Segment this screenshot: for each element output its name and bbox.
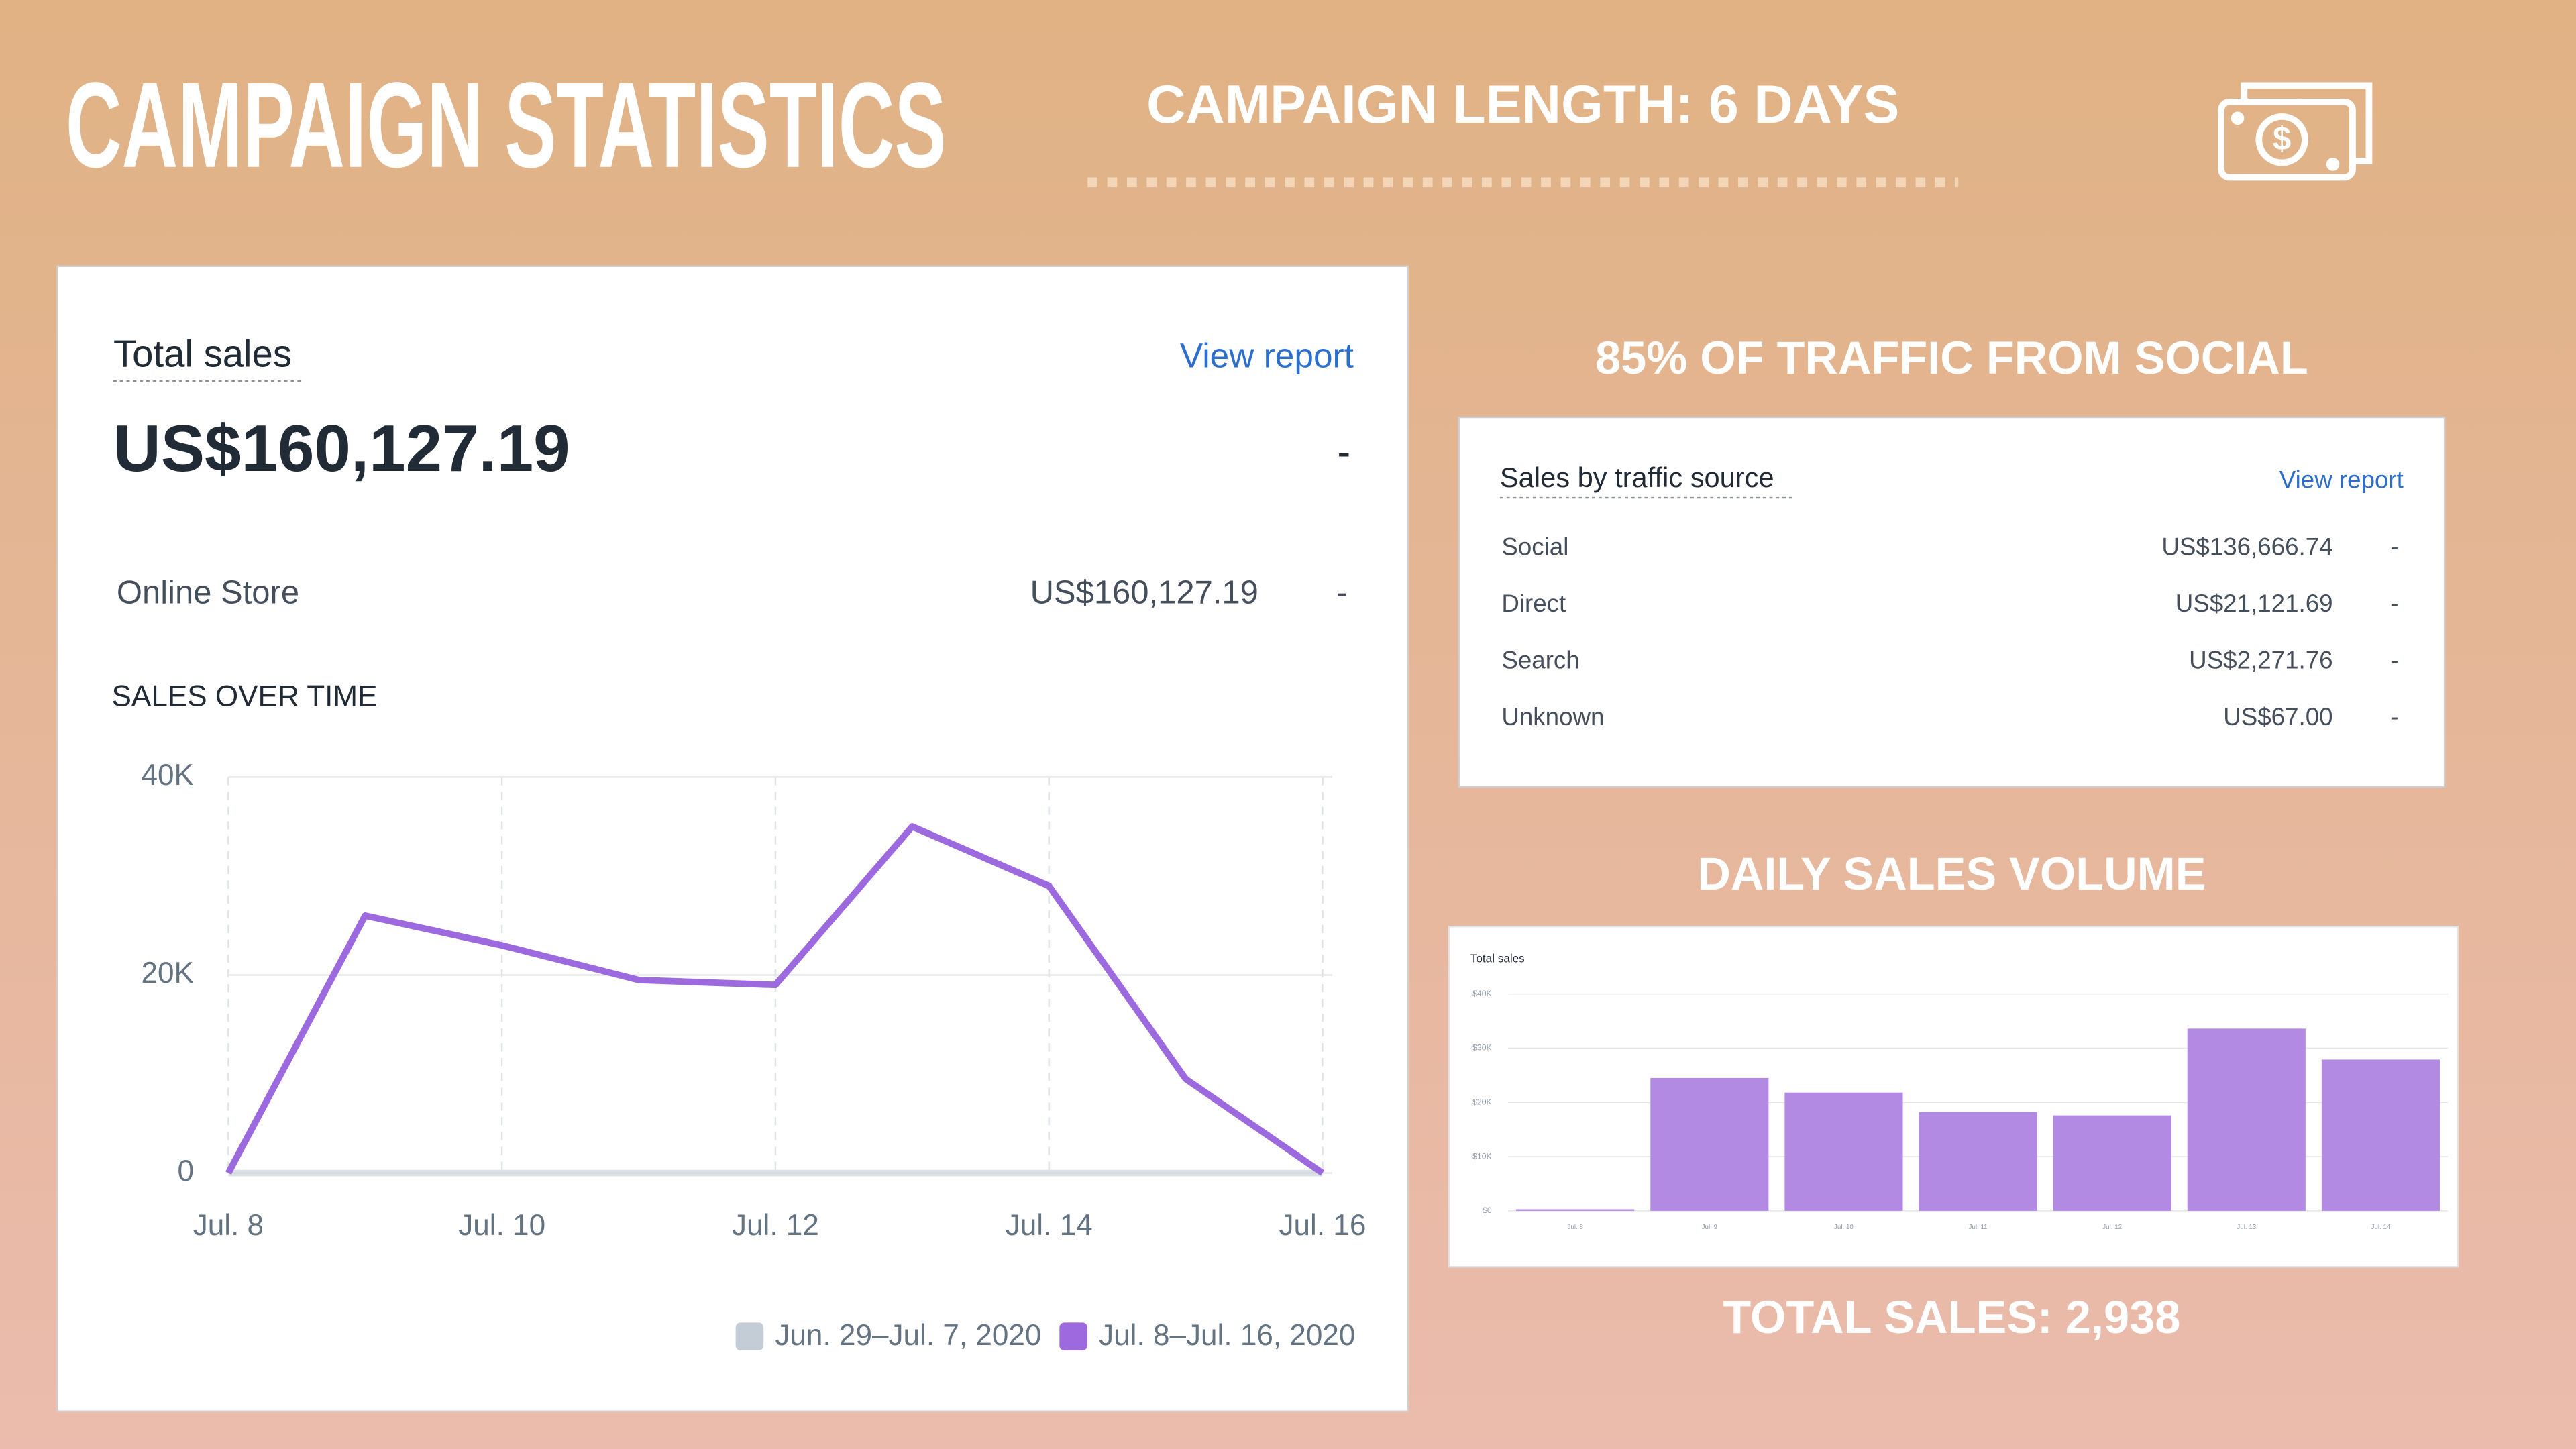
legend-swatch bbox=[1059, 1322, 1087, 1351]
traffic-title: Sales by traffic source bbox=[1500, 462, 1774, 493]
x-tick-label: Jul. 16 bbox=[1279, 1209, 1366, 1242]
x-tick-label: Jul. 8 bbox=[193, 1209, 264, 1242]
campaign-length: CAMPAIGN LENGTH: 6 DAYS bbox=[1146, 74, 1899, 135]
x-tick-label: Jul. 12 bbox=[2102, 1224, 2122, 1231]
money-icon bbox=[2218, 82, 2373, 181]
dollar: $ bbox=[2273, 121, 2291, 158]
total-orders: TOTAL SALES: 2,938 bbox=[1723, 1291, 2180, 1343]
source-amount: US$67.00 bbox=[2223, 703, 2332, 731]
x-tick-label: Jul. 9 bbox=[1702, 1224, 1717, 1231]
total-amount: US$160,127.19 bbox=[113, 411, 570, 485]
source-amount: US$2,271.76 bbox=[2189, 647, 2332, 674]
y-tick-label: 0 bbox=[177, 1155, 194, 1187]
y-tick-label: $40K bbox=[1472, 989, 1492, 998]
source-name: Search bbox=[1501, 647, 1579, 674]
bar bbox=[2053, 1115, 2171, 1211]
channel-amount: US$160,127.19 bbox=[1030, 574, 1258, 610]
view-report[interactable]: View report bbox=[1180, 335, 1354, 374]
y-tick-label: 40K bbox=[142, 759, 194, 792]
bar-title: Total sales bbox=[1470, 952, 1525, 965]
bar bbox=[2187, 1028, 2306, 1211]
x-tick-label: Jul. 8 bbox=[1568, 1224, 1584, 1231]
y-tick-label: $10K bbox=[1472, 1151, 1492, 1161]
source-change: - bbox=[2390, 647, 2398, 674]
legend-swatch bbox=[735, 1322, 764, 1351]
traffic-card bbox=[1458, 416, 2446, 788]
source-change: - bbox=[2390, 590, 2398, 617]
source-name: Direct bbox=[1501, 590, 1566, 617]
sales-card bbox=[56, 265, 1409, 1412]
series-line bbox=[225, 823, 1325, 1176]
source-amount: US$136,666.74 bbox=[2161, 533, 2332, 561]
bar bbox=[1650, 1077, 1769, 1211]
card-title: Total sales bbox=[113, 332, 292, 374]
source-change: - bbox=[2390, 533, 2398, 561]
channel: Online Store bbox=[117, 574, 299, 610]
section-title: SALES OVER TIME bbox=[112, 680, 378, 712]
channel-change: - bbox=[1336, 574, 1347, 610]
x-tick-label: Jul. 14 bbox=[1006, 1209, 1093, 1242]
change: - bbox=[1337, 431, 1350, 474]
bar bbox=[1516, 1209, 1635, 1211]
y-tick-label: $20K bbox=[1472, 1097, 1492, 1106]
source-name: Social bbox=[1501, 533, 1568, 561]
daily-heading: DAILY SALES VOLUME bbox=[1697, 848, 2206, 900]
x-tick-label: Jul. 10 bbox=[458, 1209, 545, 1242]
y-tick-label: $30K bbox=[1472, 1043, 1492, 1053]
y-tick-label: 20K bbox=[142, 957, 194, 989]
legend-label: Jul. 8–Jul. 16, 2020 bbox=[1099, 1319, 1355, 1352]
slide-title: CAMPAIGN STATISTICS bbox=[66, 58, 947, 193]
legend-label: Jun. 29–Jul. 7, 2020 bbox=[775, 1319, 1041, 1352]
view-report[interactable]: View report bbox=[2279, 466, 2404, 493]
x-tick-label: Jul. 12 bbox=[732, 1209, 819, 1242]
x-tick-label: Jul. 10 bbox=[1834, 1224, 1854, 1231]
bar bbox=[2321, 1059, 2440, 1211]
traffic-rows: Social US$136,666.74 - Direct US$21,121.69 - S… bbox=[1501, 533, 2398, 731]
traffic-heading: 85% OF TRAFFIC FROM SOCIAL bbox=[1595, 332, 2308, 384]
bar-card bbox=[1448, 926, 2459, 1268]
y-tick-label: $0 bbox=[1483, 1205, 1492, 1215]
source-name: Unknown bbox=[1501, 703, 1604, 731]
source-amount: US$21,121.69 bbox=[2176, 590, 2333, 617]
x-tick-label: Jul. 11 bbox=[1969, 1224, 1988, 1231]
charts: 0 20K 40K Jul. 8 Jul. 10 Jul. 12 Jul. 14 Jul. 1… bbox=[142, 759, 2448, 1352]
bar bbox=[1919, 1112, 2037, 1211]
source-change: - bbox=[2390, 703, 2398, 731]
bar bbox=[1784, 1092, 1903, 1211]
x-tick-label: Jul. 14 bbox=[2371, 1224, 2391, 1231]
x-tick-label: Jul. 13 bbox=[2237, 1224, 2256, 1231]
